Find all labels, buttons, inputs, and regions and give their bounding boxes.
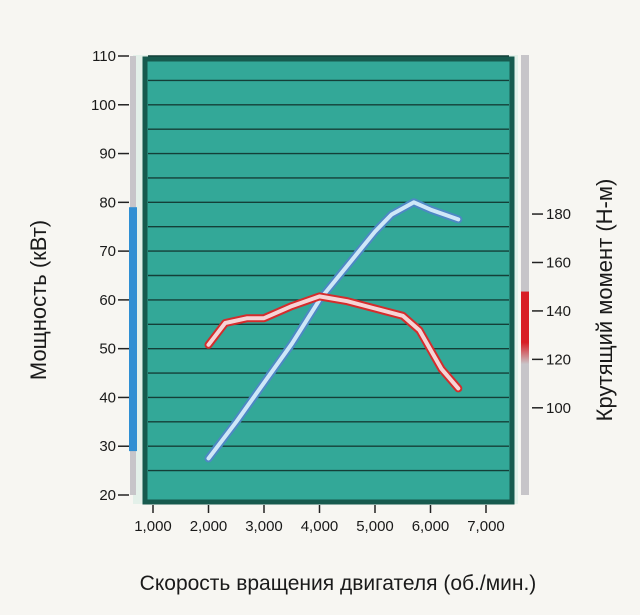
y-right-tick-label: 120 bbox=[546, 351, 571, 368]
y-axis-right-label: Крутящий момент (Н-м) bbox=[592, 179, 617, 422]
power-series-line bbox=[206, 200, 461, 461]
x-tick-label: 7,000 bbox=[467, 518, 505, 535]
torque-series-line bbox=[206, 294, 461, 391]
x-axis-label: Скорость вращения двигателя (об./мин.) bbox=[140, 572, 537, 595]
y-left-tick-label: 20 bbox=[99, 487, 116, 504]
x-tick-label: 2,000 bbox=[190, 518, 228, 535]
x-tick-label: 5,000 bbox=[356, 518, 394, 535]
y-left-tick-label: 70 bbox=[99, 243, 116, 260]
x-tick-label: 4,000 bbox=[301, 518, 339, 535]
y-left-tick-label: 100 bbox=[91, 97, 116, 114]
right-axis-bar bbox=[521, 55, 529, 495]
x-tick-label: 6,000 bbox=[412, 518, 450, 535]
x-tick-label: 1,000 bbox=[134, 518, 172, 535]
y-left-tick-label: 60 bbox=[99, 292, 116, 309]
y-right-tick-label: 100 bbox=[546, 400, 571, 417]
y-left-tick-label: 110 bbox=[92, 48, 116, 65]
left-axis-highlight bbox=[129, 207, 137, 452]
y-left-tick-label: 50 bbox=[99, 341, 116, 358]
y-left-tick-label: 40 bbox=[99, 389, 116, 406]
x-tick-label: 3,000 bbox=[245, 518, 283, 535]
plot-area bbox=[142, 56, 515, 505]
y-right-tick-label: 140 bbox=[546, 303, 571, 320]
y-left-tick-label: 80 bbox=[99, 194, 116, 211]
right-axis-highlight bbox=[521, 291, 529, 365]
y-left-tick-label: 30 bbox=[99, 438, 116, 455]
y-right-tick-label: 160 bbox=[546, 254, 571, 271]
y-right-tick-label: 180 bbox=[546, 206, 571, 223]
y-axis-left-label: Мощность (кВт) bbox=[26, 220, 51, 380]
y-left-tick-label: 90 bbox=[99, 146, 116, 163]
